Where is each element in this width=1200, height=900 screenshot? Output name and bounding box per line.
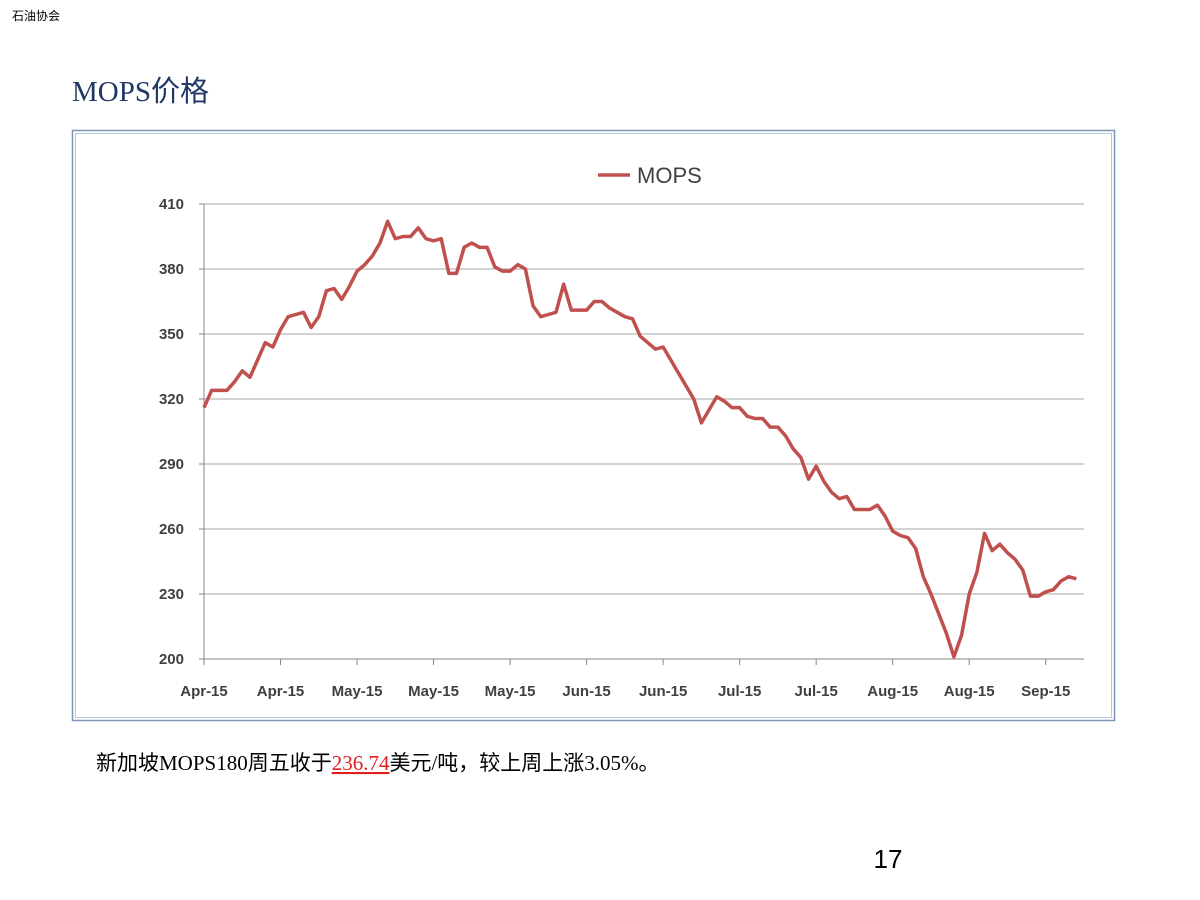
series-line: [202, 219, 1077, 659]
chart-frame: [71, 129, 1116, 722]
x-tick-label: Jun-15: [562, 683, 610, 700]
caption: 新加坡MOPS180周五收于236.74美元/吨，较上周上涨3.05%。: [96, 751, 660, 775]
page-number: 17: [874, 844, 903, 874]
x-tick-label: May-15: [485, 683, 536, 700]
x-tick-label: May-15: [408, 683, 459, 700]
legend-label: MOPS: [637, 163, 702, 188]
x-tick-label: May-15: [332, 683, 383, 700]
y-tick-label: 290: [159, 456, 184, 473]
chart: 200 230 260 290 320 350 380 410 Apr-15 Apr-15 May-…: [159, 163, 1084, 700]
x-tick-label: Jun-15: [639, 683, 687, 700]
caption-text: 美元/吨，较上周上涨3.05%。: [389, 751, 659, 775]
y-tick-label: 380: [159, 261, 184, 278]
slide-title: MOPS价格: [72, 75, 209, 108]
y-tick-label: 350: [159, 326, 184, 343]
x-tick-label: Apr-15: [257, 683, 305, 700]
caption-highlight: 236.74: [332, 751, 390, 775]
y-tick-label: 200: [159, 651, 184, 668]
y-tick-label: 320: [159, 391, 184, 408]
x-tick-label: Sep-15: [1021, 683, 1070, 700]
x-tick-label: Jul-15: [718, 683, 761, 700]
x-tick-label: Jul-15: [794, 683, 837, 700]
y-tick-label: 260: [159, 521, 184, 538]
x-tick-label: Apr-15: [180, 683, 228, 700]
y-tick-label: 410: [159, 196, 184, 213]
x-tick-label: Aug-15: [867, 683, 918, 700]
header: 石油协会: [12, 8, 60, 23]
caption-text: 新加坡MOPS180周五收于: [96, 751, 332, 775]
chart-frame-inner: [75, 133, 1112, 718]
y-tick-label: 230: [159, 586, 184, 603]
x-tick-label: Aug-15: [944, 683, 995, 700]
